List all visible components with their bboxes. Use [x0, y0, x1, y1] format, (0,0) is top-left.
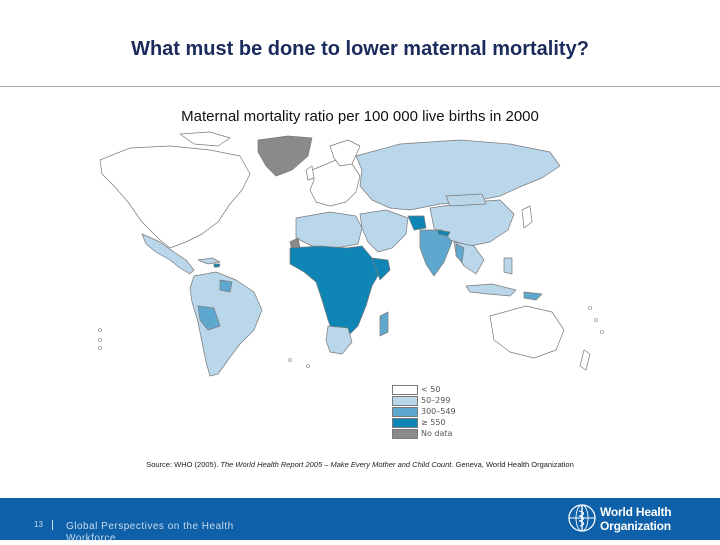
- who-name-line1: World Health: [600, 505, 672, 519]
- region-myanmar: [455, 243, 465, 263]
- region-mongolia: [445, 193, 487, 207]
- legend-swatch: [392, 384, 418, 395]
- legend-label: No data: [421, 429, 453, 438]
- legend-row: < 50: [392, 384, 456, 395]
- region-guyanas: [219, 279, 233, 293]
- region-north-africa: [295, 211, 363, 249]
- region-haiti: [213, 263, 221, 268]
- region-mexico: [141, 233, 195, 275]
- who-emblem-icon: [568, 504, 596, 532]
- region-horn-of-africa: [371, 257, 391, 281]
- legend-label: 300–549: [421, 407, 456, 416]
- title-divider: [0, 86, 720, 87]
- slide-title: What must be done to lower maternal mort…: [131, 38, 589, 60]
- legend-swatch: [392, 406, 418, 417]
- region-indonesia: [465, 283, 517, 297]
- footer-bar: 13 Global Perspectives on the Health Wor…: [0, 498, 720, 544]
- slide-number: 13: [34, 520, 43, 529]
- region-arctic-islands: [179, 131, 231, 147]
- who-name-line2: Organization: [600, 519, 671, 533]
- region-japan: [521, 205, 533, 229]
- region-europe: [309, 159, 361, 207]
- region-nepal: [437, 229, 451, 237]
- region-papua: [523, 291, 543, 301]
- legend-swatch: [392, 428, 418, 439]
- region-middle-east: [359, 209, 409, 253]
- legend-swatch: [392, 417, 418, 428]
- legend-row: 300–549: [392, 406, 456, 417]
- legend-row: No data: [392, 428, 456, 439]
- region-uk: [305, 165, 315, 181]
- map-legend: < 50 50–299 300–549 ≥ 550 No data: [392, 384, 456, 439]
- legend-label: 50–299: [421, 396, 451, 405]
- footer-separator: [52, 520, 53, 530]
- source-prefix: Source: WHO (2005).: [146, 460, 221, 469]
- legend-row: 50–299: [392, 395, 456, 406]
- region-caribbean: [197, 257, 221, 265]
- region-india: [419, 229, 453, 277]
- who-logo-text: World Health Organization: [600, 505, 672, 533]
- legend-label: ≥ 550: [421, 418, 446, 427]
- region-bolivia: [197, 305, 221, 331]
- footer-text: Global Perspectives on the Health Workfo…: [66, 521, 234, 544]
- region-southern-africa: [325, 325, 353, 355]
- region-new-zealand: [579, 349, 591, 371]
- legend-swatch: [392, 395, 418, 406]
- legend-label: < 50: [421, 385, 441, 394]
- region-south-america: [189, 271, 263, 377]
- region-philippines: [503, 257, 513, 275]
- legend-row: ≥ 550: [392, 417, 456, 428]
- region-scandinavia: [329, 139, 361, 167]
- source-suffix: Geneva, World Health Organization: [453, 460, 574, 469]
- region-greenland: [257, 135, 313, 177]
- region-sub-saharan-africa: [289, 245, 381, 339]
- source-report-title: The World Health Report 2005 – Make Ever…: [220, 460, 454, 469]
- region-australia: [489, 305, 565, 359]
- source-citation: Source: WHO (2005). The World Health Rep…: [0, 460, 720, 469]
- world-map: [98, 131, 604, 377]
- region-afghanistan: [407, 215, 427, 231]
- map-title: Maternal mortality ratio per 100 000 liv…: [181, 108, 539, 125]
- region-north-america: [99, 145, 251, 249]
- region-madagascar: [379, 311, 389, 337]
- region-russia: [355, 139, 561, 211]
